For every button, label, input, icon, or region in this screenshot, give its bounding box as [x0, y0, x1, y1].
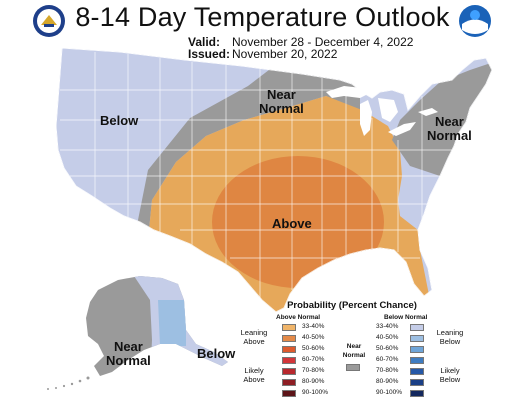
label-line: Normal — [427, 128, 472, 143]
legend-title: Probability (Percent Chance) — [287, 300, 417, 311]
legend-below-pct: 40-50% — [376, 334, 399, 341]
label-northeast-near: Near Normal — [427, 115, 472, 143]
legend-above-swatch — [282, 324, 296, 331]
legend-below-pct: 60-70% — [376, 356, 399, 363]
legend-below-swatch — [410, 368, 424, 375]
legend-near-swatch — [346, 364, 360, 371]
legend-below-swatch — [410, 324, 424, 331]
legend-above-pct: 90-100% — [302, 389, 329, 396]
state-boundaries — [60, 52, 470, 300]
legend-below-swatch — [410, 335, 424, 342]
legend-above-pct: 70-80% — [302, 367, 325, 374]
page-title: 8-14 Day Temperature Outlook — [75, 2, 450, 32]
legend-cat-line: Leaning — [240, 328, 268, 337]
legend-cat-line: Leaning — [436, 328, 464, 337]
legend-cat-line: Near — [346, 343, 362, 350]
label-north-central-near: Near Normal — [259, 88, 304, 116]
label-west-below: Below — [100, 113, 139, 128]
legend-below-pct: 80-90% — [376, 378, 399, 385]
aleutian-islands — [47, 376, 90, 390]
legend-cat-line: Below — [439, 375, 461, 384]
noaa-logo-icon — [458, 4, 492, 38]
legend: Probability (Percent Chance) Above Norma… — [232, 300, 472, 404]
legend-likely-above: Likely Above — [232, 366, 276, 384]
label-south-central-above: Above — [272, 216, 312, 231]
label-line: Near — [434, 114, 464, 129]
legend-above-swatch — [282, 390, 296, 397]
legend-above-swatch — [282, 379, 296, 386]
label-alaska-near: Near Normal — [106, 340, 151, 368]
legend-below-pct: 50-60% — [376, 345, 399, 352]
issued-date: Issued: November 20, 2022 — [188, 47, 337, 61]
legend-cat-line: Likely — [244, 366, 264, 375]
legend-cat-line: Likely — [440, 366, 460, 375]
legend-below-pct: 70-80% — [376, 367, 399, 374]
legend-cat-line: Above — [243, 375, 265, 384]
legend-leaning-above: Leaning Above — [232, 328, 276, 346]
legend-above-pct: 33-40% — [302, 323, 325, 330]
label-line: Near — [113, 339, 143, 354]
valid-label: Valid: — [188, 35, 221, 49]
valid-value: November 28 - December 4, 2022 — [232, 35, 414, 49]
legend-above-pct: 80-90% — [302, 378, 325, 385]
legend-below-pct: 90-100% — [376, 389, 403, 396]
legend-above-swatch — [282, 346, 296, 353]
valid-dates: Valid: November 28 - December 4, 2022 — [188, 35, 413, 49]
legend-below-swatch — [410, 379, 424, 386]
doc-seal-icon — [32, 4, 66, 38]
alaska-shading — [86, 276, 228, 376]
legend-cat-line: Normal — [342, 352, 366, 359]
issued-label: Issued: — [188, 47, 231, 61]
issued-value: November 20, 2022 — [232, 47, 338, 61]
legend-likely-below: Likely Below — [428, 366, 472, 384]
legend-below-swatch — [410, 390, 424, 397]
legend-leaning-below: Leaning Below — [428, 328, 472, 346]
legend-near-normal: Near Normal — [334, 342, 374, 360]
legend-cat-line: Above — [243, 337, 265, 346]
label-alaska-below: Below — [197, 346, 236, 361]
label-line: Near — [266, 87, 296, 102]
legend-cat-line: Below — [439, 337, 461, 346]
legend-above-pct: 60-70% — [302, 356, 325, 363]
legend-above-swatch — [282, 335, 296, 342]
label-line: Normal — [106, 353, 151, 368]
legend-above-head: Above Normal — [276, 314, 321, 321]
label-line: Normal — [259, 101, 304, 116]
legend-below-swatch — [410, 346, 424, 353]
legend-above-pct: 50-60% — [302, 345, 325, 352]
legend-below-head: Below Normal — [384, 314, 428, 321]
legend-above-pct: 40-50% — [302, 334, 325, 341]
legend-above-swatch — [282, 357, 296, 364]
legend-above-swatch — [282, 368, 296, 375]
legend-below-swatch — [410, 357, 424, 364]
great-lakes — [326, 86, 438, 136]
legend-below-pct: 33-40% — [376, 323, 399, 330]
